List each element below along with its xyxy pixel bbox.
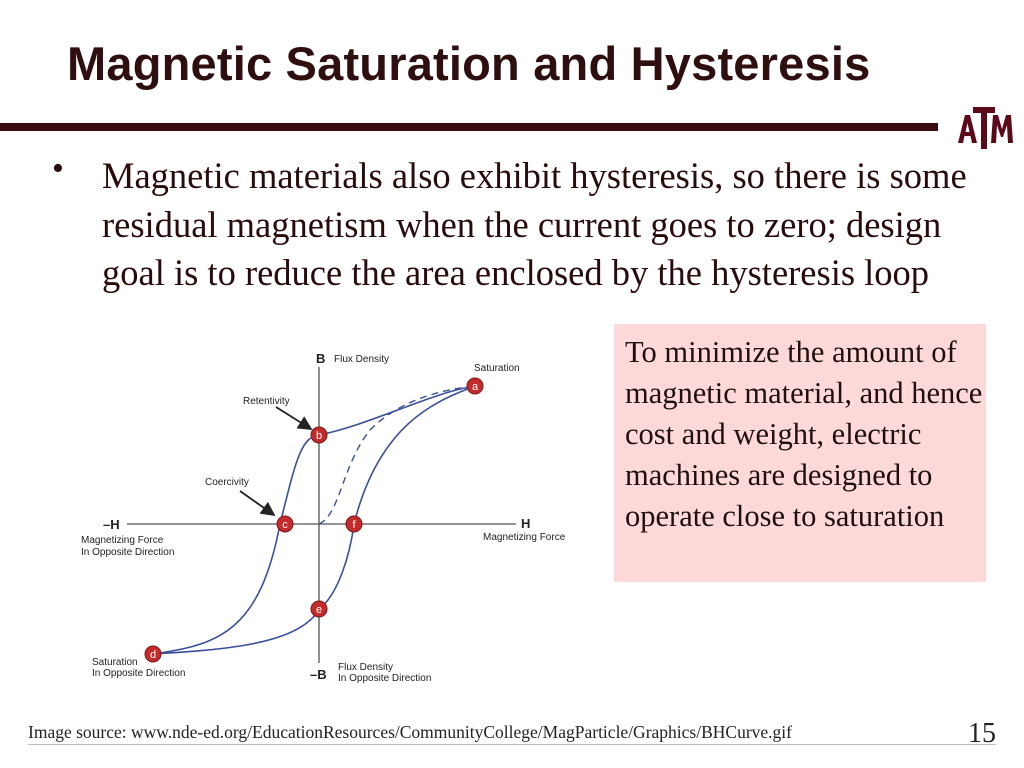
footer-divider <box>28 744 996 745</box>
h-axis-label: H <box>521 516 530 531</box>
bh-curve-diagram: a b c d e f B Flux Density –B Flux Densi… <box>81 351 566 684</box>
point-b-label: b <box>316 430 322 442</box>
neg-h-axis-desc-1: Magnetizing Force <box>81 535 164 546</box>
bullet-marker: • <box>52 150 64 187</box>
point-c-label: c <box>282 519 288 531</box>
neg-b-axis-label: –B <box>310 667 327 682</box>
point-f-label: f <box>352 519 356 531</box>
retentivity-label: Retentivity <box>243 396 290 407</box>
page-number: 15 <box>968 718 996 749</box>
neg-b-axis-desc-2: In Opposite Direction <box>338 673 431 684</box>
hysteresis-upper-branch <box>152 385 476 655</box>
b-axis-desc: Flux Density <box>334 354 389 365</box>
point-e-label: e <box>316 604 322 616</box>
retentivity-arrow <box>275 406 313 430</box>
callout-text: To minimize the amount of magnetic mater… <box>625 335 983 533</box>
neg-h-axis-label: –H <box>103 517 120 532</box>
point-f <box>345 515 363 533</box>
bullet-text: Magnetic materials also exhibit hysteres… <box>102 155 967 293</box>
saturation-label: Saturation <box>474 363 520 374</box>
callout-box: To minimize the amount of magnetic mater… <box>614 324 986 582</box>
h-axis-desc: Magnetizing Force <box>483 532 566 543</box>
point-c <box>276 515 294 533</box>
point-d <box>144 645 162 663</box>
title-divider <box>0 123 938 131</box>
hysteresis-lower-branch <box>152 385 476 655</box>
point-a-label: a <box>472 381 479 393</box>
b-axis-label: B <box>316 351 325 366</box>
point-b <box>310 426 328 444</box>
point-a <box>466 377 484 395</box>
neg-h-axis-desc-2: In Opposite Direction <box>81 547 174 558</box>
initial-magnetization-curve <box>318 385 476 525</box>
neg-b-axis-desc-1: Flux Density <box>338 662 393 673</box>
atm-logo-icon <box>958 107 1013 149</box>
saturation-opposite-label-1: Saturation <box>92 657 138 668</box>
coercivity-arrow <box>239 490 276 517</box>
point-e <box>310 600 328 618</box>
slide-title: Magnetic Saturation and Hysteresis <box>67 37 871 90</box>
saturation-opposite-label-2: In Opposite Direction <box>92 668 185 679</box>
coercivity-label: Coercivity <box>205 477 249 488</box>
point-d-label: d <box>150 649 156 661</box>
image-source-footer: Image source: www.nde-ed.org/EducationRe… <box>28 722 792 742</box>
